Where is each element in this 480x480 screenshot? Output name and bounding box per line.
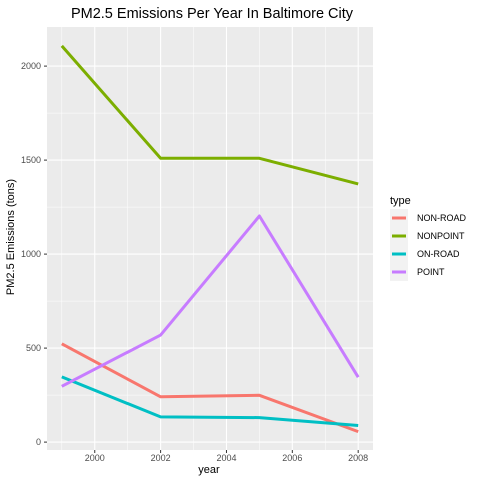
- major-gridlines: [47, 27, 373, 450]
- x-tick-label: 2008: [348, 453, 368, 463]
- plot-panel: [47, 27, 373, 450]
- series-line: [61, 214, 360, 388]
- series-line: [61, 375, 359, 427]
- series-line: [60, 44, 359, 186]
- y-axis-title: PM2.5 Emissions (tons): [5, 179, 17, 295]
- y-tick-label: 0: [36, 437, 41, 447]
- legend-label: NONPOINT: [417, 231, 465, 241]
- x-tick-label: 2006: [282, 453, 302, 463]
- series-lines: [60, 44, 360, 434]
- y-tick-label: 500: [26, 343, 41, 353]
- y-axis: 0 500 1000 1500 2000: [21, 61, 47, 447]
- chart-title: PM2.5 Emissions Per Year In Baltimore Ci…: [71, 6, 354, 22]
- y-tick-label: 1500: [21, 155, 41, 165]
- y-tick-label: 2000: [21, 61, 41, 71]
- legend-label: NON-ROAD: [417, 213, 466, 223]
- x-tick-label: 2002: [151, 453, 171, 463]
- x-axis-title: year: [198, 464, 220, 476]
- series-line: [61, 342, 359, 434]
- legend-label: ON-ROAD: [417, 249, 460, 259]
- legend: type NON-ROAD NONPOINT ON-ROAD POINT: [390, 195, 466, 281]
- y-tick-label: 1000: [21, 249, 41, 259]
- x-tick-label: 2004: [216, 453, 236, 463]
- x-axis: 2000 2002 2004 2006 2008: [85, 450, 368, 463]
- legend-label: POINT: [417, 267, 445, 277]
- legend-title: type: [390, 195, 411, 207]
- x-tick-label: 2000: [85, 453, 105, 463]
